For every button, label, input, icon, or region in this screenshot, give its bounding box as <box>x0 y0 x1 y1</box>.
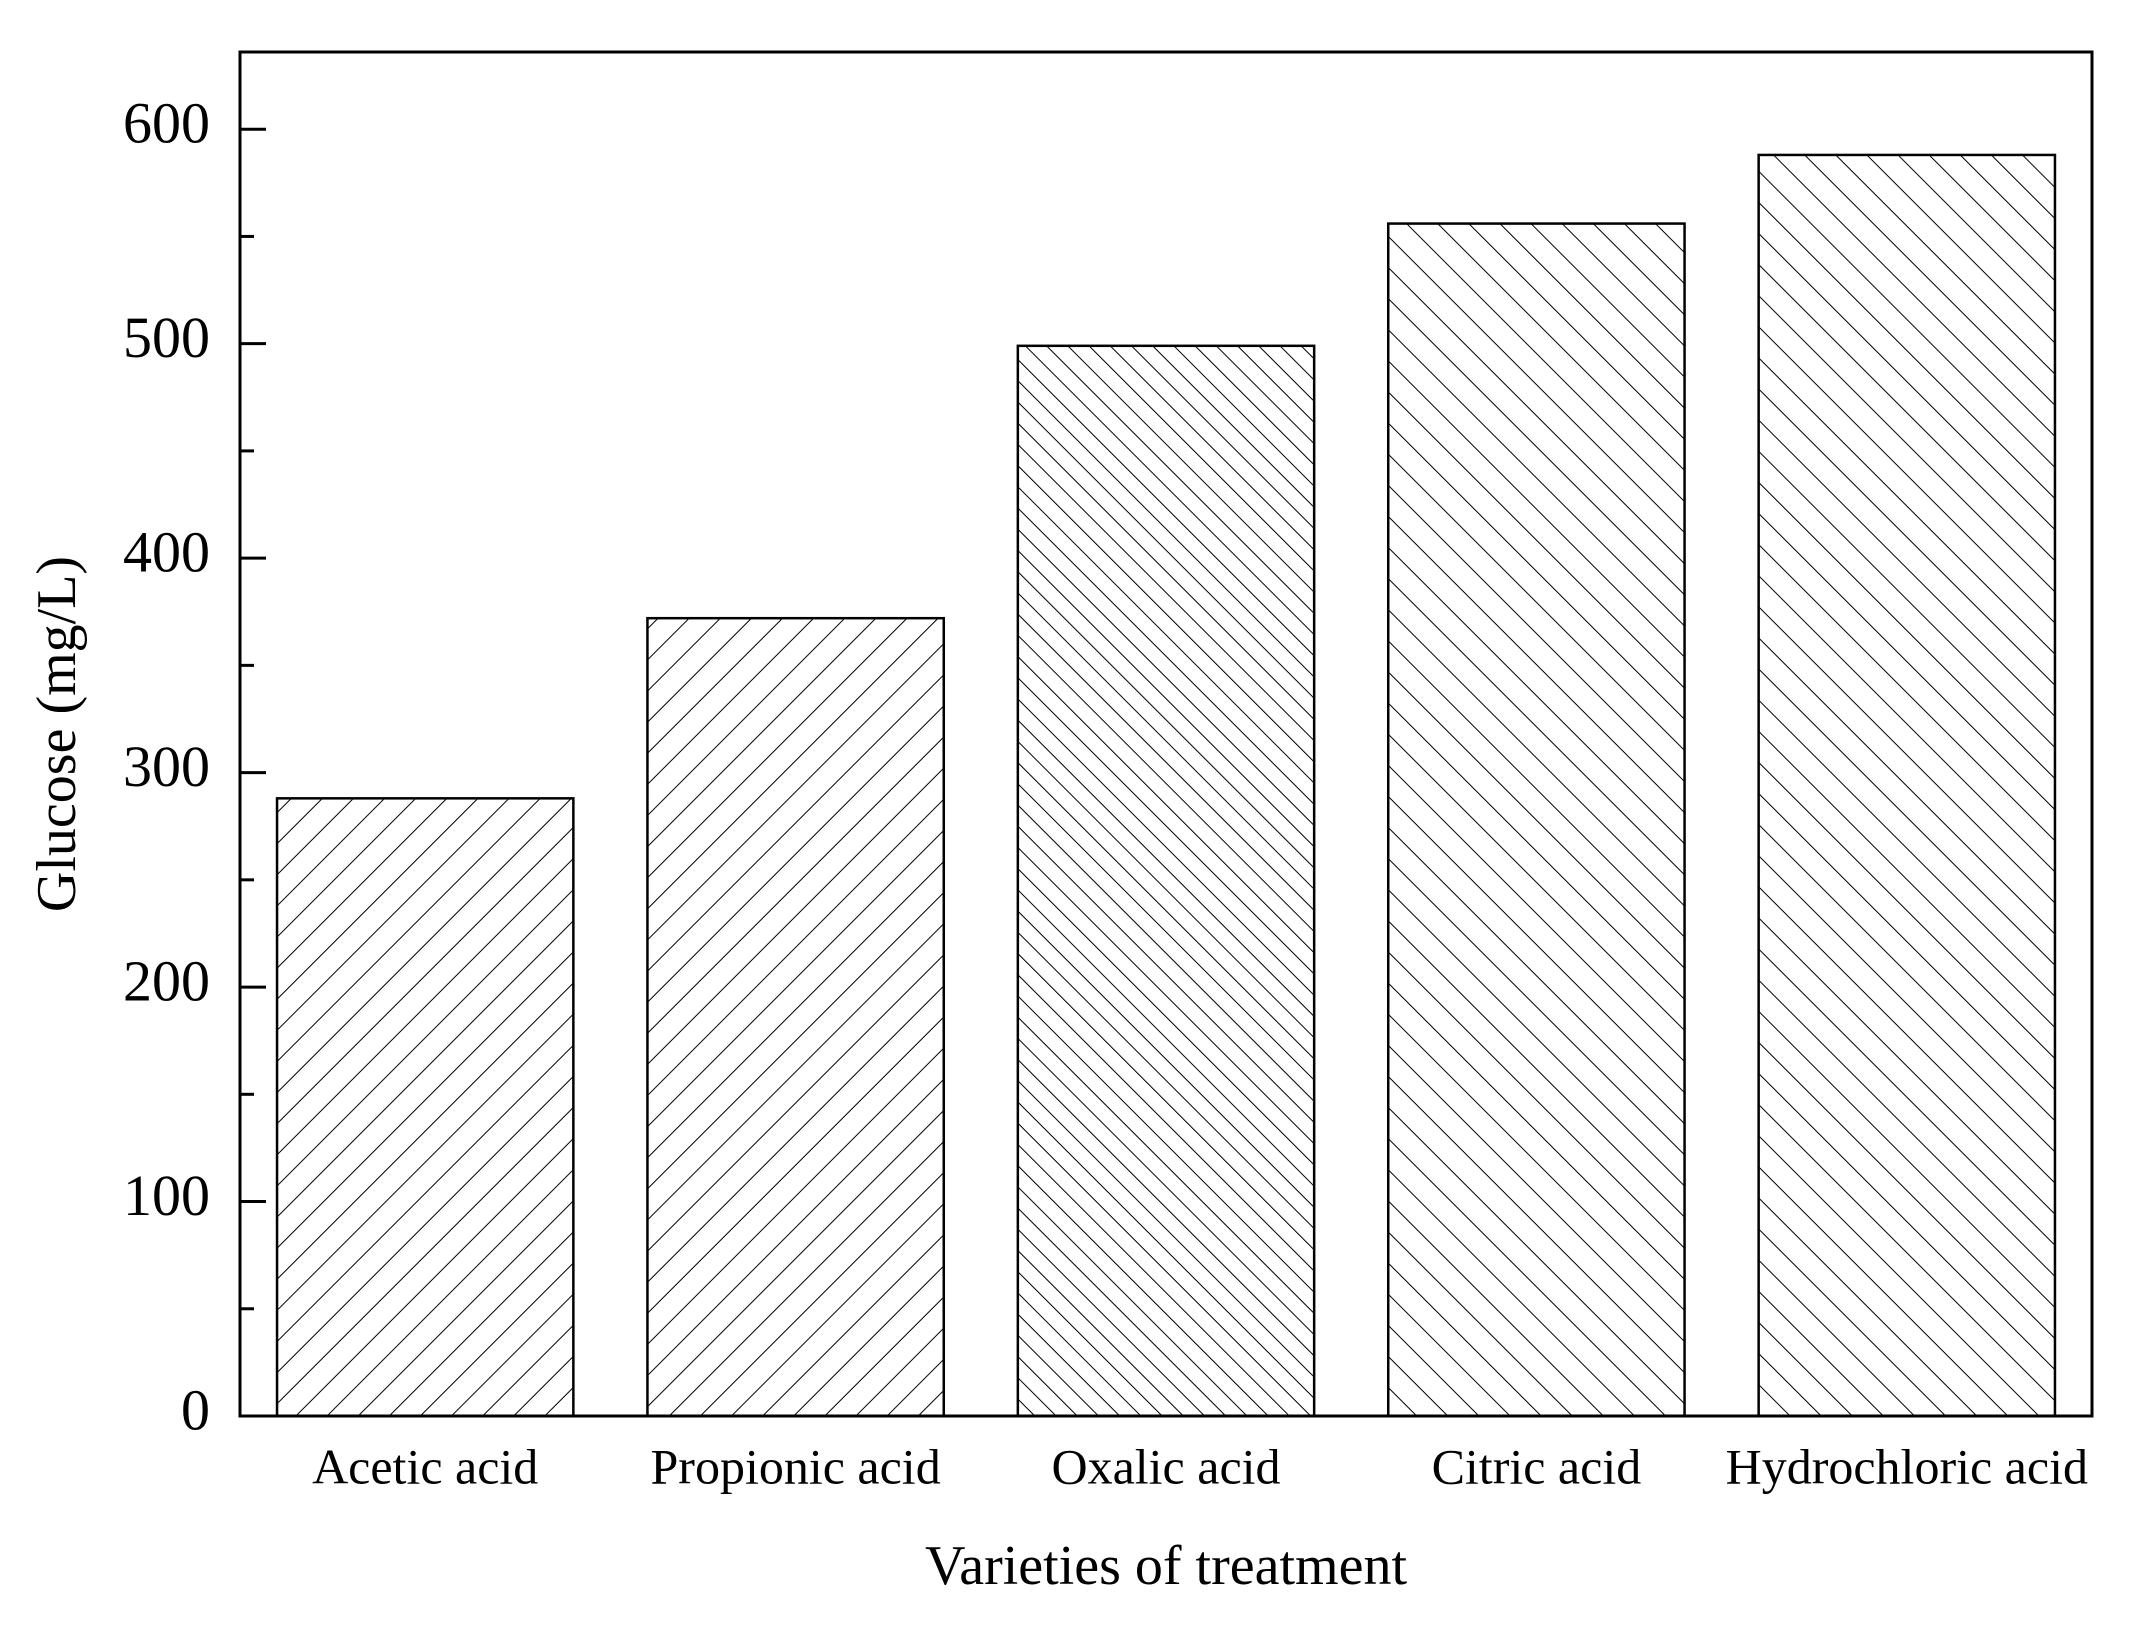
bar <box>1016 344 1316 1418</box>
y-tick-label: 400 <box>123 519 210 584</box>
plot-frame <box>238 50 2094 1418</box>
x-tick-label: Hydrochloric acid <box>1726 1438 2088 1494</box>
bar <box>1386 222 1686 1418</box>
y-tick-label: 600 <box>123 91 210 156</box>
y-tick-label: 100 <box>123 1163 210 1228</box>
y-tick-label: 0 <box>181 1377 210 1442</box>
x-tick-label: Citric acid <box>1432 1438 1642 1494</box>
x-tick-label: Oxalic acid <box>1051 1438 1280 1494</box>
bar <box>646 616 946 1418</box>
y-axis-title: Glucose (mg/L) <box>26 556 88 912</box>
y-tick-label: 500 <box>123 305 210 370</box>
x-tick-label: Propionic acid <box>650 1438 940 1494</box>
y-tick-label: 200 <box>123 948 210 1013</box>
bar <box>275 797 575 1418</box>
y-tick-label: 300 <box>123 734 210 799</box>
bar <box>1757 153 2057 1418</box>
x-axis-title: Varieties of treatment <box>925 1535 1407 1597</box>
x-tick-label: Acetic acid <box>312 1438 538 1494</box>
